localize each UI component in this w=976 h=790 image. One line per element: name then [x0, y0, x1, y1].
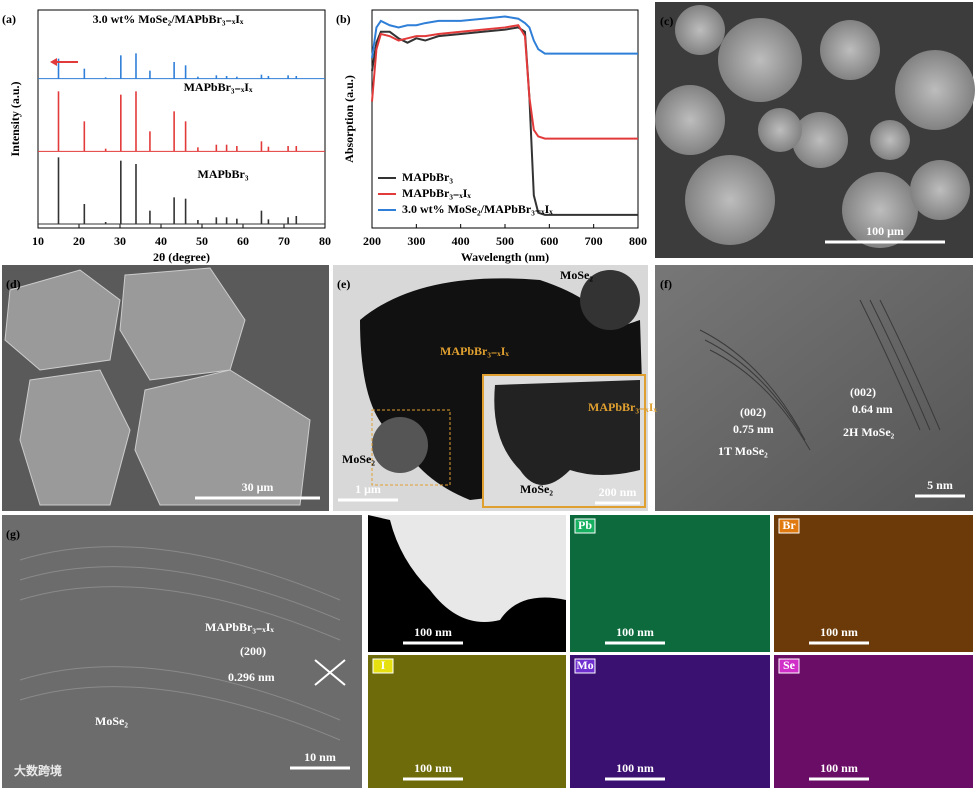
absorption-line	[371, 26, 638, 216]
lattice	[19, 546, 341, 741]
element-badge	[574, 658, 596, 674]
panel-label: (a)	[2, 12, 16, 26]
absorption-line	[371, 24, 638, 140]
panel-text: 1T MoSe₂	[718, 444, 768, 458]
x-tick-label: 400	[452, 234, 470, 248]
element-badge	[574, 518, 596, 534]
panel-text: (200)	[240, 644, 266, 658]
mo-map	[570, 655, 770, 788]
y-axis-label: Intensity (a.u.)	[8, 81, 22, 156]
panel-text: MoSe₂	[520, 482, 553, 496]
element-badge	[372, 658, 394, 674]
shift-arrow-head	[50, 58, 57, 66]
particle	[372, 417, 428, 473]
crystals	[4, 267, 311, 506]
x-tick-label: 50	[196, 234, 208, 248]
scale-label: 10 nm	[304, 750, 336, 764]
element-label: I	[381, 658, 386, 672]
scale-label: 30 μm	[242, 480, 274, 494]
panel-text: (c)	[660, 14, 673, 28]
scale-label: 5 nm	[927, 478, 953, 492]
series-label: MAPbBr₃₋ₓIₓ	[184, 80, 253, 94]
x-tick-label: 20	[73, 234, 85, 248]
x-tick-label: 600	[540, 234, 558, 248]
pb-map	[570, 515, 770, 652]
panel-text: (e)	[337, 277, 350, 291]
panel-text: 2H MoSe₂	[843, 425, 895, 439]
lattice	[699, 299, 941, 451]
legend-label: MAPbBr₃₋ₓIₓ	[402, 186, 471, 200]
particle	[580, 270, 640, 330]
element-badge	[778, 518, 800, 534]
panel-text: MAPbBr₃₋ₓIₓ	[440, 344, 509, 358]
particle	[494, 380, 640, 485]
element-label: Mo	[576, 658, 593, 672]
panel-text: MoSe₂	[95, 714, 128, 728]
scale-label: 100 nm	[616, 761, 654, 775]
panel-text: 0.296 nm	[228, 670, 275, 684]
absorption-line	[371, 15, 638, 59]
element-label: Se	[783, 658, 796, 672]
x-tick-label: 10	[32, 234, 44, 248]
scale-label: 200 nm	[599, 485, 637, 499]
i-map	[368, 655, 566, 788]
scale-label: 100 nm	[414, 761, 452, 775]
panel-text: (f)	[660, 277, 672, 291]
panel-text: (002)	[850, 385, 876, 399]
element-badge	[778, 658, 800, 674]
scale-label: 1 μm	[355, 482, 381, 496]
panel-text: MoSe₂	[342, 452, 375, 466]
x-axis-label: 2θ (degree)	[153, 250, 210, 264]
zoom-box	[371, 409, 451, 486]
x-tick-label: 60	[237, 234, 249, 248]
x-tick-label: 300	[407, 234, 425, 248]
scale-label: 100 nm	[414, 625, 452, 639]
particles	[655, 5, 975, 248]
marker	[314, 659, 346, 686]
hrtem-image	[2, 515, 362, 788]
x-tick-label: 70	[278, 234, 290, 248]
scale-label: 100 nm	[820, 625, 858, 639]
plot-frame	[37, 9, 326, 229]
watermark: 大数跨境	[14, 763, 62, 778]
series-label: MAPbBr₃	[198, 167, 249, 181]
series-label: 3.0 wt% MoSe₂/MAPbBr₃₋ₓIₓ	[93, 12, 244, 26]
x-axis-label: Wavelength (nm)	[461, 250, 549, 264]
panel-text: (g)	[6, 527, 20, 541]
scale-label: 100 nm	[820, 761, 858, 775]
particle	[368, 515, 566, 622]
legend-label: MAPbBr₃	[402, 170, 453, 184]
panel-text: (002)	[740, 405, 766, 419]
panel-text: 0.64 nm	[852, 402, 893, 416]
panel-text: MAPbBr₃₋ₓIₓ	[588, 400, 657, 414]
br-map	[774, 515, 973, 652]
x-tick-label: 200	[363, 234, 381, 248]
panel-text: MoSe₂	[560, 268, 593, 282]
x-tick-label: 700	[585, 234, 603, 248]
panel-text: (h)	[372, 527, 387, 541]
x-tick-label: 500	[496, 234, 514, 248]
element-label: Br	[782, 518, 796, 532]
y-axis-label: Absorption (a.u.)	[342, 75, 356, 163]
scale-label: 100 nm	[616, 625, 654, 639]
legend-label: 3.0 wt% MoSe₂/MAPbBr₃₋ₓIₓ	[402, 202, 553, 216]
scale-label: 100 μm	[866, 224, 904, 238]
panel-text: 0.75 nm	[733, 422, 774, 436]
panel-text: (d)	[6, 277, 21, 291]
hrtem-image	[655, 265, 973, 511]
x-tick-label: 30	[114, 234, 126, 248]
panel-label: (b)	[336, 12, 351, 26]
panel-text: MAPbBr₃₋ₓIₓ	[205, 620, 274, 634]
se-map	[774, 655, 973, 788]
x-tick-label: 80	[319, 234, 331, 248]
element-label: Pb	[578, 518, 592, 532]
x-tick-label: 40	[155, 234, 167, 248]
x-tick-label: 800	[629, 234, 647, 248]
